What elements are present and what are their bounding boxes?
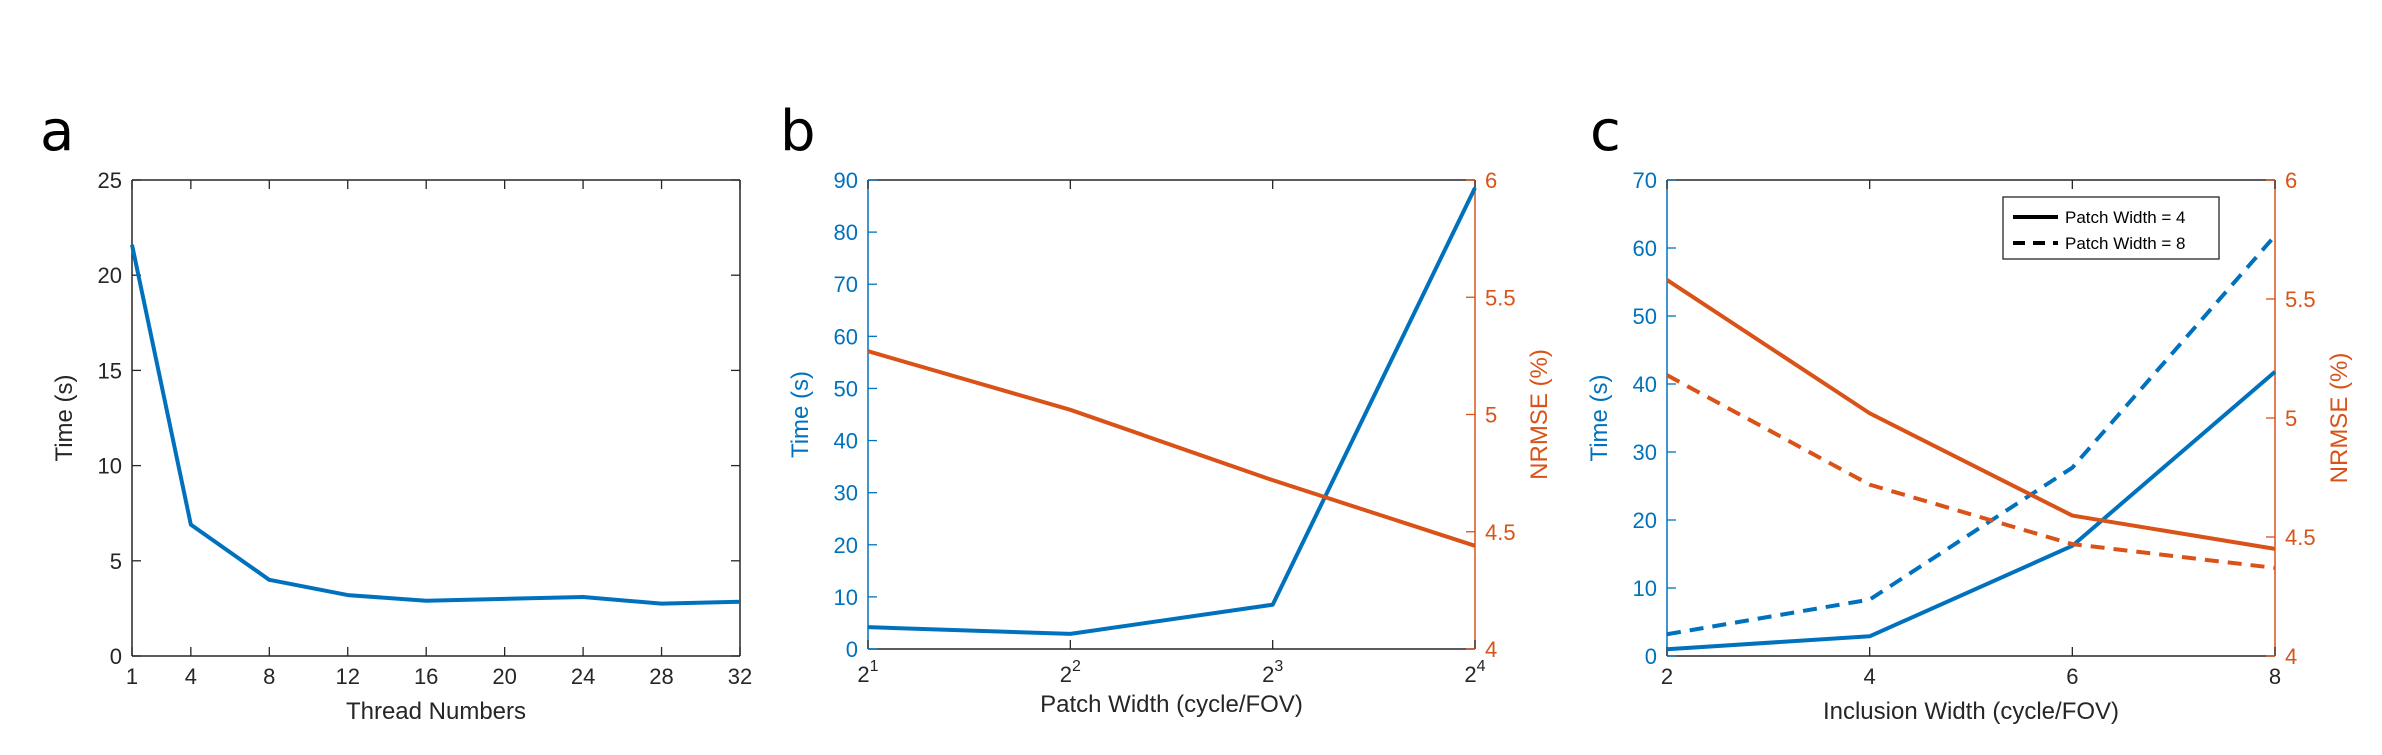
panel-b: b21 22 23 24010203040506070809044.555.56Pat… — [780, 99, 1553, 718]
y-tick-label: 50 — [834, 376, 858, 401]
x-tick-label: 24 — [1464, 658, 1485, 687]
x-tick-base: 2 — [1262, 662, 1274, 687]
legend-box — [2002, 196, 2220, 260]
y-tick-label: 0 — [110, 644, 122, 669]
x-tick-base: 2 — [1464, 662, 1476, 687]
y-tick-label: 30 — [834, 481, 858, 506]
panel-a: a 1 4 8 12 16 20 24 28 32 0 5 10 15 20 25 Thread Numbers… — [40, 99, 752, 725]
panel-letter: a — [40, 99, 74, 164]
series-line-blue-solid — [867, 186, 1477, 636]
x-tick-label: 12 — [335, 664, 359, 689]
series-line-blue-dashed — [1666, 234, 2277, 637]
x-axis-label: Patch Width (cycle/FOV) — [1040, 691, 1303, 718]
panel-letter: c — [1590, 99, 1621, 164]
x-tick-label: 20 — [492, 664, 516, 689]
x-tick-label: 8 — [263, 664, 275, 689]
x-tick-exponent: 3 — [1274, 658, 1283, 675]
legend-label: Patch Width = 4 — [2065, 208, 2185, 227]
x-tick-label: 23 — [1262, 658, 1283, 687]
panel-letter: b — [780, 99, 816, 164]
y-tick-label: 10 — [834, 585, 858, 610]
x-tick-label: 4 — [1864, 664, 1876, 689]
x-tick-base: 2 — [1060, 662, 1072, 687]
x-axis-label: Thread Numbers — [346, 698, 526, 725]
y-tick-label: 20 — [834, 533, 858, 558]
series-line-orange-dashed — [1666, 373, 2276, 570]
y-tick-label: 10 — [1633, 576, 1657, 601]
y-tick-label: 40 — [1633, 372, 1657, 397]
y-right-tick-label: 6 — [2285, 168, 2297, 193]
x-tick-label: 6 — [2066, 664, 2078, 689]
x-tick-exponent: 4 — [1477, 658, 1486, 675]
series-line-orange-solid — [867, 349, 1476, 548]
y-tick-label: 60 — [1633, 236, 1657, 261]
y-axis-label: Time (s) — [787, 371, 814, 458]
y-right-tick-label: 5.5 — [2285, 287, 2316, 312]
x-axis-label: Inclusion Width (cycle/FOV) — [1823, 698, 2119, 725]
y-right-tick-label: 5 — [1485, 403, 1497, 428]
y-tick-label: 0 — [1645, 644, 1657, 669]
series-line-orange-solid — [1665, 278, 2276, 551]
y-right-tick-label: 4.5 — [1485, 520, 1516, 545]
y-tick-label: 5 — [110, 549, 122, 574]
x-tick-label: 1 — [126, 664, 138, 689]
y-tick-label: 10 — [98, 454, 122, 479]
x-tick-label: 4 — [185, 664, 197, 689]
y-right-tick-label: 4 — [1485, 637, 1497, 662]
y-axis-label: Time (s) — [51, 374, 78, 461]
y-axis-right-label: NRMSE (%) — [2326, 353, 2353, 484]
y-tick-label: 0 — [846, 637, 858, 662]
x-tick-label: 21 — [857, 658, 878, 687]
y-right-tick-label: 5.5 — [1485, 285, 1516, 310]
y-right-tick-label: 5 — [2285, 406, 2297, 431]
y-tick-label: 70 — [834, 272, 858, 297]
x-tick-exponent: 2 — [1072, 658, 1081, 675]
y-right-tick-label: 4.5 — [2285, 525, 2316, 550]
x-tick-label: 16 — [414, 664, 438, 689]
y-tick-label: 25 — [98, 168, 122, 193]
y-tick-label: 20 — [98, 263, 122, 288]
y-tick-label: 40 — [834, 429, 858, 454]
x-tick-label: 8 — [2269, 664, 2281, 689]
y-tick-label: 90 — [834, 168, 858, 193]
x-tick-label: 2 — [1661, 664, 1673, 689]
y-tick-label: 20 — [1633, 508, 1657, 533]
y-tick-label: 80 — [834, 220, 858, 245]
series-line-blue-solid — [1666, 370, 2277, 652]
series-line-blue-solid — [130, 244, 741, 606]
y-tick-label: 30 — [1633, 440, 1657, 465]
legend: Patch Width = 4 Patch Width = 8 — [2002, 196, 2220, 260]
y-tick-label: 50 — [1633, 304, 1657, 329]
x-tick-base: 2 — [857, 662, 869, 687]
x-tick-exponent: 1 — [870, 658, 879, 675]
x-tick-label: 32 — [728, 664, 752, 689]
x-tick-label: 24 — [571, 664, 595, 689]
y-tick-label: 70 — [1633, 168, 1657, 193]
legend-label: Patch Width = 8 — [2065, 234, 2185, 253]
y-axis-label: Time (s) — [1586, 374, 1613, 461]
y-tick-label: 15 — [98, 358, 122, 383]
x-tick-label: 28 — [649, 664, 673, 689]
panel-c: c 2 4 6 8 0 10 20 30 40 50 60 70 4 4.5 5 5.5 6 Inclusion W… — [1586, 99, 2353, 725]
y-right-tick-label: 4 — [2285, 644, 2297, 669]
y-tick-label: 60 — [834, 324, 858, 349]
y-right-tick-label: 6 — [1485, 168, 1497, 193]
y-axis-right-label: NRMSE (%) — [1526, 349, 1553, 480]
x-tick-label: 22 — [1060, 658, 1081, 687]
